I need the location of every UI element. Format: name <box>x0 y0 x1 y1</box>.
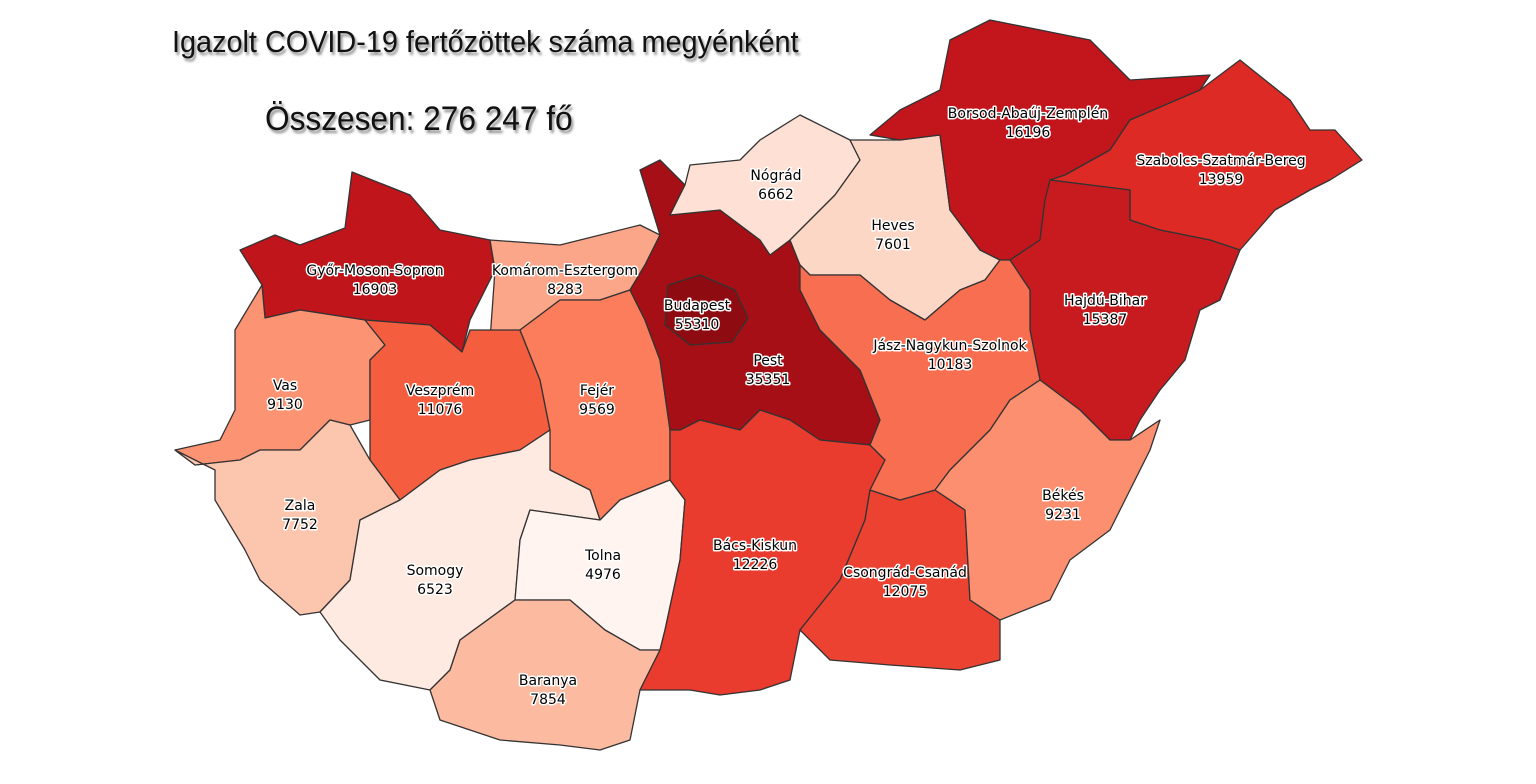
county-case-count: 16196 <box>1006 125 1051 141</box>
county-name-label: Szabolcs-Szatmár-Bereg <box>1136 153 1305 169</box>
map-title: Igazolt COVID-19 fertőzöttek száma megyé… <box>172 24 799 59</box>
county-case-count: 15387 <box>1083 312 1128 328</box>
county-budapest <box>664 274 749 346</box>
county-name-label: Veszprém <box>406 383 474 399</box>
county-name-label: Zala <box>285 498 316 514</box>
county-case-count: 7854 <box>530 692 566 708</box>
county-case-count: 7752 <box>282 517 318 533</box>
county-name-label: Csongrád-Csanád <box>843 565 967 581</box>
county-case-count: 6523 <box>417 582 453 598</box>
county-case-count: 8283 <box>547 282 583 298</box>
county-baranya <box>429 599 661 751</box>
total-cases-label: Összesen: 276 247 fő <box>265 100 573 138</box>
county-name-label: Vas <box>273 378 297 394</box>
county-case-count: 10183 <box>928 357 973 373</box>
county-name-label: Budapest <box>664 298 731 314</box>
county-case-count: 12075 <box>883 584 928 600</box>
county-name-label: Pest <box>753 353 783 369</box>
county-case-count: 6662 <box>758 187 794 203</box>
county-name-label: Győr-Moson-Sopron <box>306 263 443 279</box>
county-name-label: Jász-Nagykun-Szolnok <box>872 338 1027 354</box>
county-name-label: Somogy <box>407 563 464 579</box>
county-name-label: Heves <box>871 218 914 234</box>
county-case-count: 13959 <box>1199 172 1244 188</box>
county-case-count: 16903 <box>353 282 398 298</box>
county-name-label: Hajdú-Bihar <box>1064 293 1146 309</box>
county-case-count: 7601 <box>875 237 911 253</box>
county-bekes <box>934 379 1161 621</box>
county-name-label: Borsod-Abaúj-Zemplén <box>948 106 1108 122</box>
county-name-label: Békés <box>1042 488 1084 504</box>
county-name-label: Tolna <box>584 548 621 564</box>
county-case-count: 12226 <box>733 557 778 573</box>
county-name-label: Bács-Kiskun <box>713 538 797 554</box>
county-name-label: Nógrád <box>750 168 801 184</box>
county-case-count: 35351 <box>746 372 791 388</box>
county-name-label: Baranya <box>519 673 577 689</box>
county-case-count: 9569 <box>579 402 615 418</box>
county-case-count: 11076 <box>418 402 463 418</box>
county-case-count: 9130 <box>267 397 303 413</box>
county-case-count: 55310 <box>675 317 720 333</box>
county-case-count: 4976 <box>585 567 621 583</box>
county-name-label: Komárom-Esztergom <box>492 263 638 279</box>
county-name-label: Fejér <box>580 383 614 399</box>
county-case-count: 9231 <box>1045 507 1081 523</box>
